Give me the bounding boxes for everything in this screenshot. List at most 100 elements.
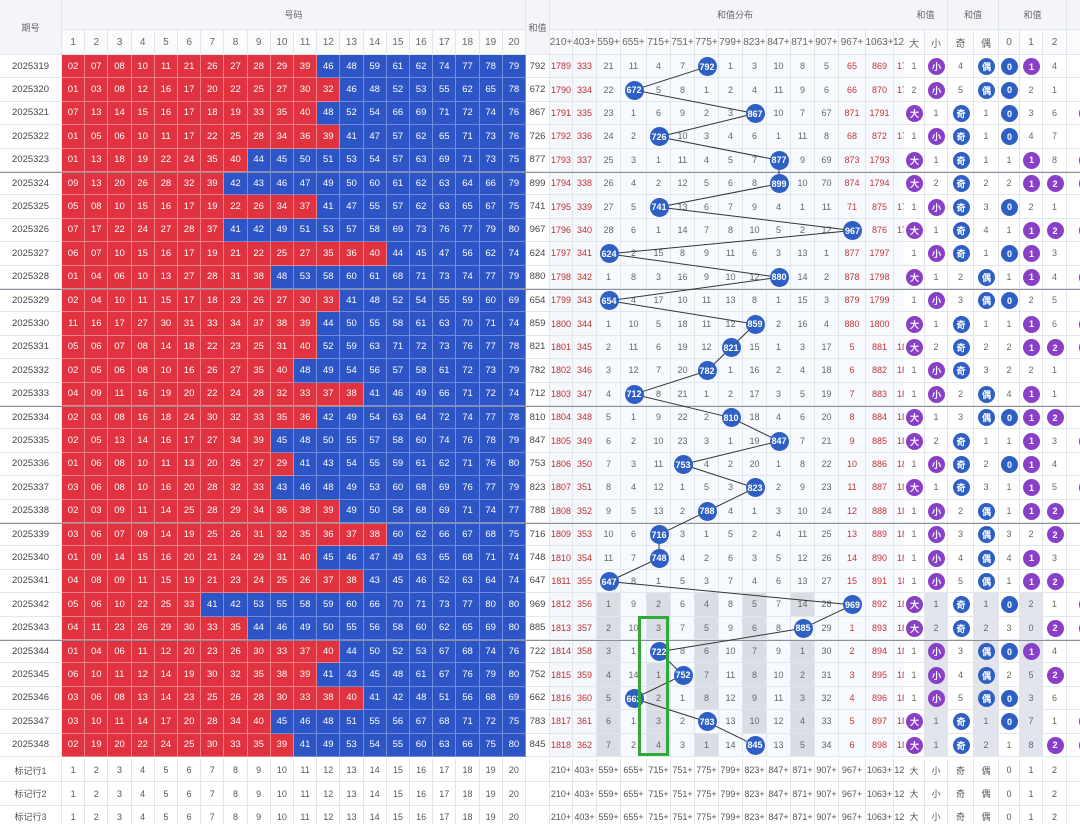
number-cell: 27: [247, 452, 271, 477]
number-cell: 12: [131, 663, 155, 687]
side-ball: 小: [928, 245, 945, 263]
number-cell: 11: [131, 289, 155, 313]
number-cell: 49: [410, 382, 434, 406]
footer-sum: [526, 805, 550, 824]
side-cell: 1: [974, 148, 999, 172]
dist-cell: 12: [839, 499, 866, 523]
number-cell: 14: [154, 335, 178, 360]
side-ball: 0: [1001, 58, 1018, 76]
footer-dist: 559+: [597, 805, 621, 824]
number-cell: 27: [131, 312, 155, 336]
footer-dist: 907+: [815, 782, 839, 806]
dist-cell: 10: [647, 429, 671, 453]
footer-num: 13: [340, 782, 364, 806]
number-cell: 54: [340, 359, 364, 383]
dist-cell: 10: [719, 265, 743, 289]
footer-num: 9: [247, 805, 271, 824]
dist-cell: 351: [573, 476, 597, 500]
side-ball: 升: [1078, 432, 1080, 450]
number-cell: 06: [62, 242, 86, 266]
side-cell: 2: [1020, 289, 1043, 313]
footer-dist: 799+: [719, 782, 743, 806]
number-cell: 77: [502, 499, 526, 523]
group-separator: [0, 289, 1080, 290]
side-cell: 1: [999, 733, 1020, 757]
dist-cell: 873: [839, 148, 866, 172]
dist-cell: 3: [671, 523, 695, 547]
number-cell: 37: [247, 312, 271, 336]
number-cell: 37: [340, 523, 364, 547]
number-cell: 54: [410, 289, 434, 313]
side-ball: 偶: [978, 666, 995, 684]
number-cell: 12: [154, 640, 178, 664]
footer-num: 1: [62, 805, 86, 824]
side-cell: 1: [925, 265, 948, 289]
dist-cell: 11: [597, 546, 621, 570]
side-cell: 2: [948, 265, 974, 289]
dist-cell: 877: [839, 242, 866, 266]
number-cell: 07: [62, 218, 86, 243]
number-cell: 03: [85, 406, 109, 430]
number-cell: 74: [456, 265, 480, 289]
number-cell: 53: [294, 265, 318, 289]
number-cell: 60: [340, 265, 364, 289]
side-cell: 2: [904, 78, 925, 102]
number-cell: 57: [340, 218, 364, 243]
side-cell: 1: [925, 101, 948, 126]
sum-ball: 624: [599, 244, 619, 264]
number-cell: 63: [433, 172, 457, 196]
number-cell: 26: [131, 172, 155, 196]
dist-cell: 15: [839, 569, 866, 594]
dist-cell: 1: [597, 593, 621, 617]
dist-cell: 5: [621, 195, 647, 219]
side-cell: 3: [974, 195, 999, 219]
side-ball: 大: [906, 339, 923, 356]
number-cell: 62: [479, 242, 503, 266]
number-cell: 29: [270, 55, 294, 79]
number-cell: 03: [85, 78, 109, 102]
dist-cell: 885: [866, 429, 894, 453]
number-cell: 72: [433, 406, 457, 430]
side-cell: 升: [1067, 593, 1080, 617]
dist-cell: 13: [647, 499, 671, 523]
dist-cell: 6: [743, 242, 767, 266]
number-cell: 26: [294, 569, 318, 594]
number-cell: 62: [433, 616, 457, 640]
number-cell: 21: [201, 546, 225, 570]
dist-cell: 1800: [550, 312, 573, 336]
dist-cell: 31: [815, 663, 839, 687]
group-separator: [0, 406, 1080, 407]
side-cell: 1: [904, 663, 925, 687]
side-cell: 1: [904, 55, 925, 79]
number-cell: 30: [201, 663, 225, 687]
side-cell: 1: [1043, 382, 1067, 406]
group-separator: [0, 172, 1080, 173]
side-cell: 2: [1067, 686, 1080, 711]
number-cell: 80: [502, 733, 526, 757]
side-cell: 2: [999, 335, 1020, 360]
dist-cell: 888: [866, 499, 894, 523]
dist-cell: 1804: [550, 406, 573, 430]
sum-ball: 716: [649, 525, 669, 545]
number-cell: 09: [85, 382, 109, 406]
number-cell: 44: [340, 640, 364, 664]
number-cell: 10: [131, 452, 155, 477]
number-cell: 62: [410, 55, 434, 79]
dist-cell: 3: [695, 125, 719, 149]
dist-cell: 4: [647, 55, 671, 79]
number-cell: 46: [340, 546, 364, 570]
number-cell: 46: [340, 78, 364, 102]
footer-dist: 907+: [815, 759, 839, 783]
footer-num: 18: [456, 805, 480, 824]
number-cell: 60: [340, 593, 364, 617]
number-cell: 65: [433, 546, 457, 570]
number-cell: 09: [108, 569, 132, 594]
period-cell: 2025319: [0, 55, 62, 79]
number-cell: 11: [108, 382, 132, 406]
footer-num: 16: [410, 782, 434, 806]
sum-ball: 859: [745, 314, 765, 334]
number-cell: 76: [456, 429, 480, 453]
number-cell: 67: [456, 523, 480, 547]
side-ball: 小: [928, 690, 945, 707]
